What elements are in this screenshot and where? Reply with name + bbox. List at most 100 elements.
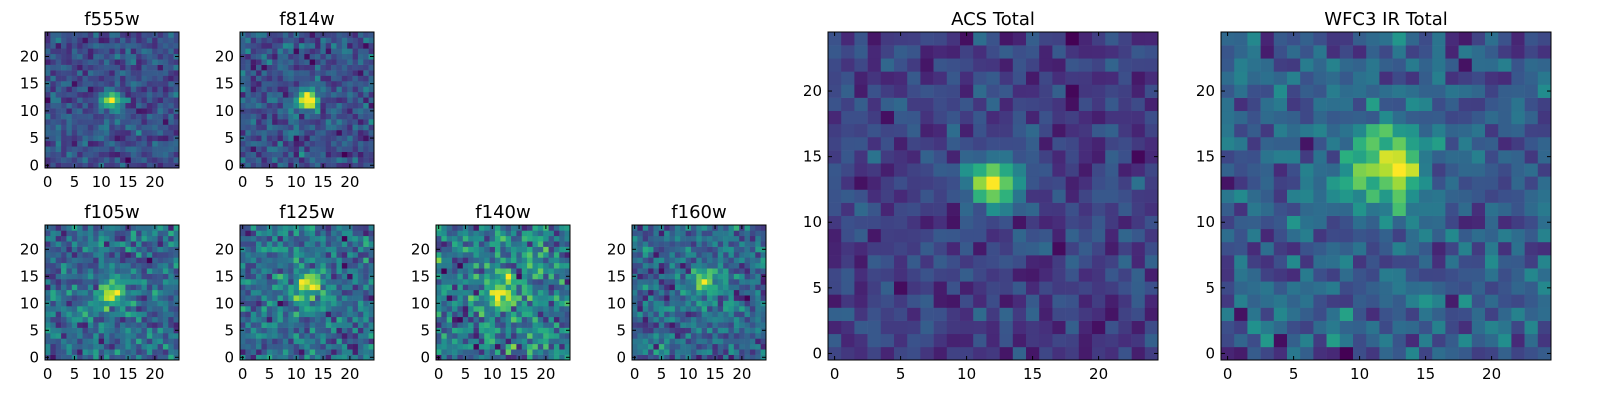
heatmap-cell	[1026, 268, 1040, 282]
heatmap-cell	[701, 322, 708, 328]
heatmap-cell	[325, 135, 332, 142]
heatmap-cell	[828, 294, 842, 308]
heatmap-cell	[347, 295, 353, 301]
heatmap-cell	[452, 279, 458, 285]
heatmap-cell	[749, 316, 756, 323]
heatmap-cell	[363, 129, 369, 136]
heatmap-cell	[1458, 241, 1473, 256]
heatmap-cell	[462, 349, 469, 355]
heatmap-cell	[1118, 84, 1132, 98]
heatmap-cell	[245, 225, 252, 231]
heatmap-cell	[1392, 228, 1407, 243]
heatmap-cell	[341, 64, 348, 71]
heatmap-cell	[505, 295, 512, 301]
heatmap-cell	[680, 235, 686, 242]
heatmap-cell	[87, 246, 94, 253]
heatmap-cell	[120, 273, 126, 280]
heatmap-cell	[1485, 163, 1499, 177]
heatmap-cell	[336, 246, 343, 253]
heatmap-cell	[136, 284, 142, 291]
heatmap-cell	[304, 268, 310, 274]
heatmap-cell	[733, 235, 740, 242]
heatmap-cell	[933, 281, 948, 295]
heatmap-cell	[1485, 333, 1499, 348]
heatmap-cell	[152, 80, 158, 87]
heatmap-cell	[320, 322, 327, 328]
heatmap-cell	[320, 59, 327, 65]
heatmap-cell	[55, 97, 62, 104]
heatmap-cell	[261, 108, 268, 114]
heatmap-cell	[564, 316, 571, 323]
heatmap-cell	[325, 300, 332, 307]
heatmap-cell	[1078, 241, 1093, 256]
heatmap-cell	[559, 235, 565, 242]
heatmap-cell	[146, 322, 153, 328]
heatmap-cell	[331, 75, 337, 82]
heatmap-cell	[527, 246, 533, 253]
heatmap-cell	[894, 176, 908, 190]
heatmap-cell	[368, 316, 375, 323]
heatmap-cell	[537, 279, 544, 285]
heatmap-cell	[1498, 202, 1512, 216]
heatmap-cell	[141, 162, 148, 169]
heatmap-cell	[733, 279, 740, 285]
heatmap-cell	[368, 322, 375, 328]
heatmap-cell	[320, 42, 327, 49]
heatmap-cell	[114, 48, 121, 55]
heatmap-cell	[272, 343, 278, 350]
heatmap-cell	[266, 273, 273, 280]
heatmap-cell	[828, 123, 842, 138]
heatmap-cell	[114, 157, 121, 163]
heatmap-cell	[103, 268, 110, 274]
heatmap-cell	[696, 241, 702, 247]
heatmap-cell	[266, 327, 273, 334]
heatmap-cell	[1485, 268, 1499, 282]
heatmap-cell	[352, 311, 359, 318]
heatmap-cell	[723, 241, 729, 247]
heatmap-cell	[66, 146, 73, 152]
heatmap-cell	[357, 140, 364, 147]
heatmap-cell	[468, 273, 474, 280]
heatmap-cell	[894, 163, 908, 177]
heatmap-cell	[136, 102, 142, 109]
heatmap-cell	[141, 338, 148, 345]
heatmap-cell	[446, 235, 453, 242]
heatmap-cell	[55, 279, 62, 285]
heatmap-cell	[642, 230, 649, 237]
heatmap-cell	[489, 311, 496, 318]
heatmap-cell	[272, 162, 278, 169]
heatmap-cell	[999, 307, 1014, 321]
heatmap-cell	[828, 150, 842, 164]
heatmap-cell	[282, 86, 289, 93]
heatmap-cell	[157, 53, 164, 60]
heatmap-cell	[146, 75, 153, 82]
heatmap-cell	[680, 311, 686, 318]
heatmap-cell	[920, 189, 934, 203]
heatmap-cell	[146, 295, 153, 301]
heatmap-cell	[1273, 333, 1288, 348]
heatmap-cell	[240, 343, 246, 350]
heatmap-cell	[272, 42, 278, 49]
heatmap-cell	[532, 306, 539, 312]
heatmap-cell	[441, 322, 448, 328]
heatmap-cell	[457, 257, 464, 264]
heatmap-cell	[1339, 255, 1354, 269]
heatmap-cell	[157, 257, 164, 264]
heatmap-cell	[325, 59, 332, 65]
heatmap-cell	[973, 97, 987, 112]
heatmap-cell	[1485, 255, 1499, 269]
heatmap-cell	[272, 129, 278, 136]
heatmap-cell	[320, 140, 327, 147]
heatmap-cell	[648, 338, 654, 345]
heatmap-cell	[505, 338, 512, 345]
heatmap-cell	[272, 284, 278, 291]
heatmap-cell	[1234, 255, 1248, 269]
heatmap-cell	[1432, 281, 1446, 295]
heatmap-cell	[130, 289, 137, 296]
heatmap-cell	[701, 311, 708, 318]
heatmap-cell	[298, 140, 305, 147]
heatmap-cell	[632, 279, 638, 285]
heatmap-cell	[1092, 110, 1106, 125]
heatmap-cell	[500, 338, 506, 345]
heatmap-cell	[114, 135, 121, 142]
